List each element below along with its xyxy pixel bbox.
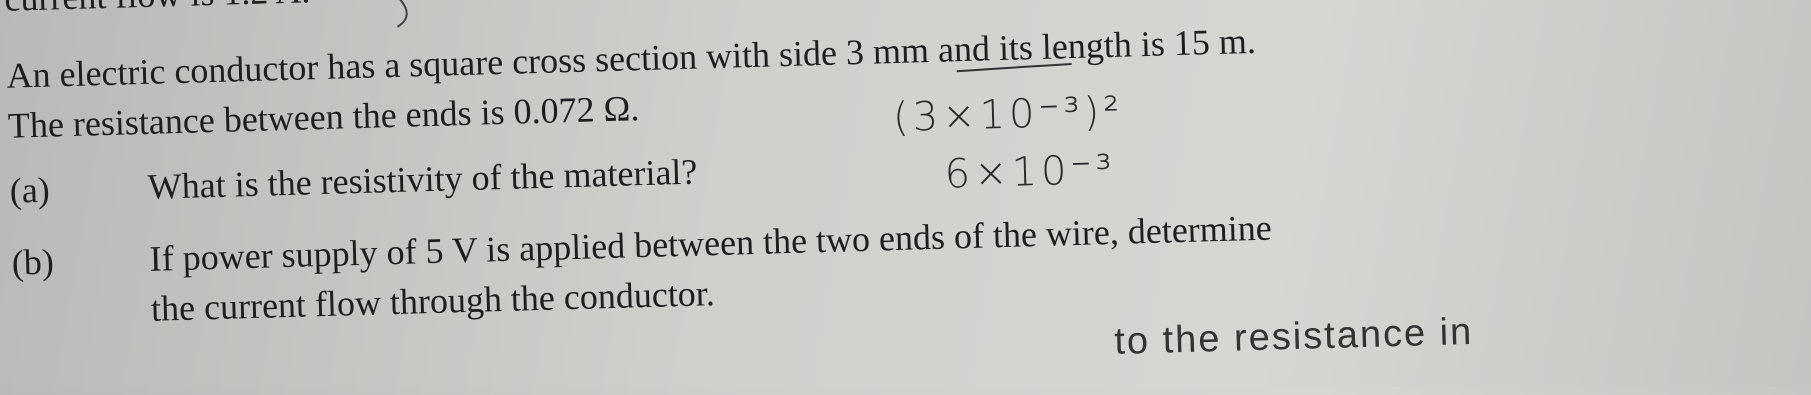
document: current flow is 1.2 A. An electric condu… [4,0,1474,363]
page: current flow is 1.2 A. An electric condu… [0,0,1811,387]
pen-marks [396,0,1072,73]
pen-underline [956,63,1072,73]
pen-scribble [396,0,408,28]
